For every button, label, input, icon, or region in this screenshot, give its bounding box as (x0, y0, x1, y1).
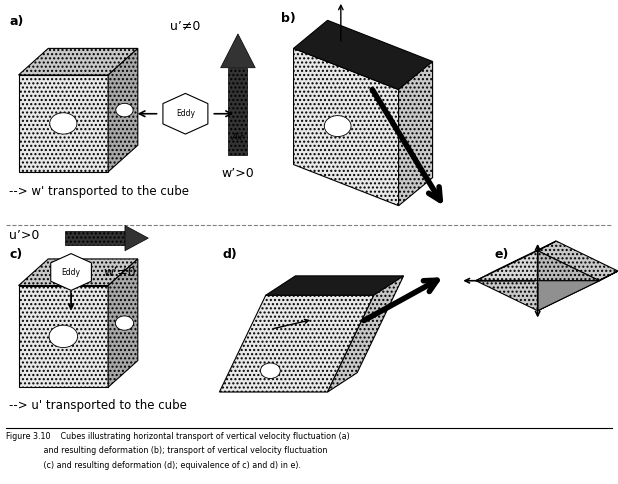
Circle shape (49, 113, 77, 134)
Text: (c) and resulting deformation (d); equivalence of c) and d) in e).: (c) and resulting deformation (d); equiv… (6, 461, 301, 470)
Polygon shape (19, 75, 108, 172)
Polygon shape (476, 251, 538, 281)
Polygon shape (399, 61, 433, 206)
Polygon shape (538, 271, 618, 311)
Text: c): c) (9, 248, 22, 261)
Polygon shape (266, 276, 404, 295)
Text: Eddy: Eddy (62, 268, 80, 276)
Text: d): d) (222, 248, 237, 261)
Polygon shape (328, 276, 404, 392)
Text: w’>0: w’>0 (222, 167, 254, 180)
Circle shape (116, 104, 133, 117)
Text: w’≠0: w’≠0 (104, 266, 137, 278)
Polygon shape (125, 226, 148, 251)
Polygon shape (219, 295, 374, 392)
Circle shape (261, 363, 280, 378)
Polygon shape (538, 241, 618, 281)
Text: and resulting deformation (b); transport of vertical velocity fluctuation: and resulting deformation (b); transport… (6, 446, 328, 455)
Polygon shape (108, 259, 138, 387)
Text: b): b) (281, 12, 296, 25)
Text: a): a) (9, 15, 23, 28)
Polygon shape (163, 93, 208, 134)
Circle shape (324, 116, 351, 136)
Polygon shape (51, 254, 91, 290)
Text: u’>0: u’>0 (9, 229, 40, 242)
Polygon shape (65, 231, 125, 245)
Text: --> u' transported to the cube: --> u' transported to the cube (9, 399, 187, 412)
Polygon shape (229, 68, 247, 155)
Text: e): e) (494, 248, 509, 261)
Polygon shape (538, 281, 599, 311)
Text: u’≠0: u’≠0 (170, 20, 201, 33)
Polygon shape (19, 286, 108, 387)
Circle shape (49, 325, 78, 348)
Polygon shape (19, 48, 138, 75)
Polygon shape (294, 20, 433, 90)
Polygon shape (538, 251, 599, 281)
Polygon shape (221, 34, 255, 68)
Circle shape (116, 316, 133, 330)
Polygon shape (476, 281, 538, 311)
Polygon shape (108, 48, 138, 172)
Text: Figure 3.10    Cubes illustrating horizontal transport of vertical velocity fluc: Figure 3.10 Cubes illustrating horizonta… (6, 432, 350, 441)
Text: Eddy: Eddy (176, 109, 195, 118)
Polygon shape (19, 259, 138, 286)
Polygon shape (294, 48, 399, 206)
Text: Air: Air (232, 134, 244, 142)
Text: --> w' transported to the cube: --> w' transported to the cube (9, 185, 189, 198)
Polygon shape (476, 241, 556, 281)
